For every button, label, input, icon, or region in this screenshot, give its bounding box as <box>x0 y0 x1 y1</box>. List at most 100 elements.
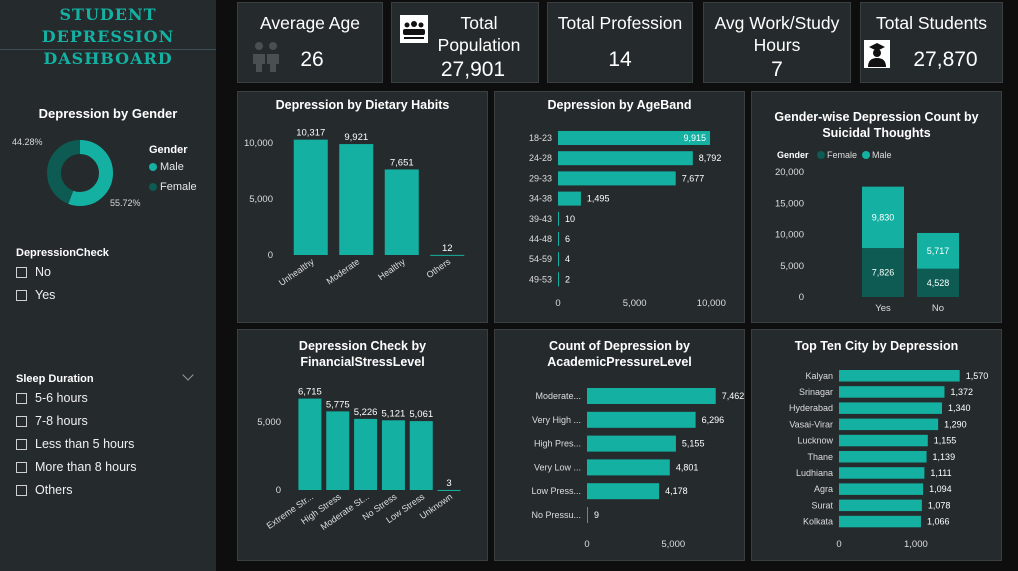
legend-female[interactable]: Female <box>149 181 197 193</box>
y-tick-label: 54-59 <box>529 254 552 264</box>
dashboard-title-line1: STUDENT DEPRESSION <box>41 5 175 46</box>
data-label: 2 <box>565 274 570 284</box>
sleep-option-less-5[interactable]: Less than 5 hours <box>16 437 134 451</box>
city-chart[interactable]: Kalyan 1,570 Srinagar 1,372 Hyderabad 1,340 Va… <box>752 330 1003 562</box>
female-dot-icon <box>149 183 157 191</box>
x-tick-label: Yes <box>875 303 891 314</box>
people-icon <box>253 42 279 72</box>
option-label: More than 8 hours <box>35 460 137 474</box>
ageband-chart[interactable]: 18-23 9,915 24-28 8,792 29-33 7,677 34-38 1,495… <box>495 92 746 324</box>
legend-dot-icon <box>862 151 870 159</box>
data-label: 9,921 <box>344 132 368 143</box>
option-label: Others <box>35 483 73 497</box>
chart-title: Depression Check by FinancialStressLevel <box>298 339 427 369</box>
option-label: No <box>35 265 51 279</box>
bar-9 <box>839 515 921 528</box>
chevron-down-icon[interactable] <box>182 369 194 381</box>
data-label: 4 <box>565 254 570 264</box>
sleep-option-others[interactable]: Others <box>16 483 73 497</box>
panel-city: Top Ten City by Depression Kalyan 1,570 Sr… <box>751 329 1002 561</box>
kpi-label: Total Profession <box>557 13 683 33</box>
data-label: 5,226 <box>354 407 378 418</box>
male-pct-label: 55.72% <box>110 198 141 208</box>
kpi-value: 7 <box>771 58 783 81</box>
data-label: 5,061 <box>409 409 433 420</box>
kpi-value: 26 <box>300 48 324 71</box>
x-tick-label: 0 <box>836 539 841 550</box>
bar-2 <box>384 169 419 255</box>
kpi-label-line2: Hours <box>753 35 801 55</box>
legend-female-label: Female <box>160 181 197 193</box>
y-tick-label: 0 <box>799 292 804 303</box>
x-tick-label: No <box>932 303 944 314</box>
bar-5 <box>587 507 588 523</box>
kpi-label: Total Population <box>406 12 552 56</box>
academic-chart[interactable]: Moderate... 7,462 Very High ... 6,296 High P… <box>495 330 746 562</box>
y-tick-label: 29-33 <box>529 173 552 183</box>
sleep-option-7-8[interactable]: 7-8 hours <box>16 414 88 428</box>
sleep-option-more-8[interactable]: More than 8 hours <box>16 460 136 474</box>
data-label: 4,801 <box>676 462 699 472</box>
checkbox-icon <box>16 392 27 404</box>
y-tick-label: 10,000 <box>244 138 273 149</box>
checkbox-icon <box>16 461 27 473</box>
y-tick-label: 20,000 <box>775 167 804 178</box>
dashboard-title-line2: DASHBOARD <box>43 49 173 68</box>
y-tick-label: 39-43 <box>529 214 552 224</box>
bar-7 <box>839 483 924 495</box>
data-label: 1,290 <box>944 419 967 429</box>
data-label: 7,677 <box>682 173 705 183</box>
y-tick-label: Surat <box>811 500 833 510</box>
y-tick-label: Vasai-Virar <box>789 419 833 429</box>
y-tick-label: 10,000 <box>775 230 804 241</box>
y-tick-label: Srinagar <box>799 387 833 397</box>
gender-legend-title: Gender <box>149 144 188 156</box>
legend-label: Male <box>872 150 892 160</box>
chart-title: Top Ten City by Depression <box>794 339 959 353</box>
bar-5 <box>437 489 461 491</box>
data-label: 1,094 <box>929 484 952 494</box>
panel-ageband: Depression by AgeBand 18-23 9,915 24-28 8,7… <box>494 91 745 323</box>
y-tick-label: Moderate... <box>535 391 581 401</box>
legend-male[interactable]: Male <box>149 161 184 173</box>
title-divider <box>0 49 216 50</box>
sleep-option-5-6[interactable]: 5-6 hours <box>16 391 88 405</box>
y-tick-label: 34-38 <box>529 194 552 204</box>
kpi-label-line2: Population <box>437 35 521 55</box>
kpi-label-line1: Avg Work/Study <box>714 13 840 33</box>
legend-dot-icon <box>817 151 825 159</box>
panel-academic: Count of Depression by AcademicPressureL… <box>494 329 745 561</box>
data-label: 4,528 <box>927 278 950 288</box>
panel-suicidal: Gender-wise Depression Count by Suicidal… <box>751 91 1002 323</box>
kpi-total-students: Total Students 27,870 <box>860 2 1003 83</box>
y-tick-label: 5,000 <box>249 194 273 205</box>
y-tick-label: Kalyan <box>805 371 833 381</box>
male-dot-icon <box>149 163 157 171</box>
data-label: 10,317 <box>296 128 325 139</box>
female-pct-label: 44.28% <box>12 137 43 147</box>
bar-1 <box>339 144 374 255</box>
suicidal-chart[interactable]: Gender Female Male 0 5,000 10,000 15,000 20,000… <box>752 92 1003 324</box>
option-label: Yes <box>35 288 56 302</box>
depression-check-yes[interactable]: Yes <box>16 288 55 302</box>
stack-segment-male <box>862 186 904 249</box>
dietary-chart[interactable]: 0 5,000 10,000 10,317 Unhealthy 9,921 Moderate… <box>238 92 489 324</box>
chart-title: Count of Depression by AcademicPressureL… <box>547 339 692 369</box>
data-label: 1,111 <box>930 468 951 478</box>
gender-donut-chart[interactable] <box>40 133 120 213</box>
data-label: 1,570 <box>966 371 989 381</box>
option-label: 5-6 hours <box>35 391 88 405</box>
bar-2 <box>587 435 676 452</box>
bar-6 <box>558 252 559 267</box>
data-label: 5,155 <box>682 439 705 449</box>
bar-3 <box>587 459 670 476</box>
y-tick-label: Agra <box>814 484 833 494</box>
data-label: 9,915 <box>683 133 706 143</box>
stack-segment-female <box>917 268 959 297</box>
chart-title: Gender-wise Depression Count by Suicidal… <box>774 110 979 140</box>
x-tick-label: 0 <box>584 539 589 550</box>
depression-check-no[interactable]: No <box>16 265 51 279</box>
checkbox-icon <box>16 266 27 278</box>
y-tick-label: 0 <box>268 250 273 261</box>
